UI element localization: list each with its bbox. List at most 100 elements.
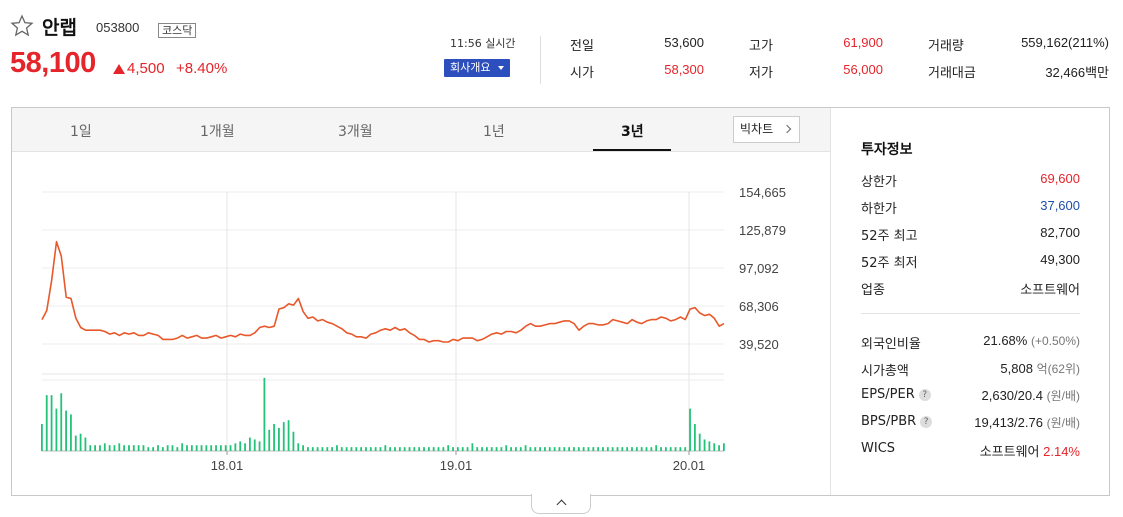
volume-bar xyxy=(476,447,479,451)
volume-bar xyxy=(239,441,242,451)
volume-bar xyxy=(471,443,474,451)
volume-bar xyxy=(118,443,121,451)
help-icon[interactable]: ? xyxy=(918,389,931,401)
y-tick-label: 39,520 xyxy=(739,337,779,352)
week52-high-row: 52주 최고 82,700 xyxy=(861,225,1080,244)
invest-info-panel: 투자정보 상한가 69,600 하한가 37,600 52주 최고 82,700… xyxy=(830,108,1109,495)
volume-bar xyxy=(529,447,532,451)
wics-sector[interactable]: 소프트웨어 xyxy=(979,444,1040,459)
bps-pbr-label: BPS/PBR? xyxy=(861,414,933,429)
big-chart-label: 빅차트 xyxy=(740,122,774,136)
volume-bar xyxy=(244,443,246,451)
industry-value[interactable]: 소프트웨어 xyxy=(1020,282,1080,297)
volume-bar xyxy=(635,447,638,451)
company-overview-button[interactable]: 회사개요 xyxy=(444,59,510,77)
volume-bar xyxy=(466,447,469,451)
volume-bar xyxy=(224,445,227,451)
x-tick-label: 19.01 xyxy=(440,458,473,473)
header-divider xyxy=(540,36,541,84)
open-value: 58,300 xyxy=(664,62,704,77)
volume-bar xyxy=(181,443,184,451)
collapse-button[interactable] xyxy=(531,494,591,514)
foreign-ratio-change: (+0.50%) xyxy=(1030,334,1080,348)
bps-pbr-label-text: BPS/PBR xyxy=(861,414,917,429)
volume-bar xyxy=(248,437,251,451)
tab-1y[interactable]: 1년 xyxy=(483,124,505,140)
price-chart[interactable]: 154,665 125,879 97,092 68,306 39,520 18.01 19.… xyxy=(12,152,830,495)
market-cap-label: 시가총액 xyxy=(861,364,909,379)
amount-value: 32,466백만 xyxy=(1045,65,1109,80)
volume-bar xyxy=(437,447,440,451)
volume-bar xyxy=(548,447,551,451)
volume-bar xyxy=(210,445,213,451)
big-chart-button[interactable]: 빅차트 xyxy=(733,116,800,143)
bps-pbr-unit: (원/배) xyxy=(1046,416,1080,430)
volume-bar xyxy=(147,447,150,451)
volume-bar xyxy=(524,445,527,451)
volume-bar xyxy=(278,427,280,451)
high-label: 고가 xyxy=(749,39,773,54)
volume-bar xyxy=(74,435,77,451)
volume-bar xyxy=(650,447,653,451)
wics-label: WICS xyxy=(861,441,896,456)
volume-bar xyxy=(602,447,604,451)
volume-bar xyxy=(103,443,106,451)
volume-bar xyxy=(505,445,508,451)
current-price: 58,100 xyxy=(10,47,96,79)
volume-bar xyxy=(684,447,687,451)
volume-bar xyxy=(166,445,169,451)
volume-bar xyxy=(718,445,720,451)
volume-bar xyxy=(374,447,377,451)
volume-bar xyxy=(577,447,580,451)
volume-bar xyxy=(60,393,63,451)
y-tick-label: 68,306 xyxy=(739,299,779,314)
bps-pbr-number: 19,413/2.76 xyxy=(974,415,1043,430)
volume-bar xyxy=(360,447,363,451)
volume-value: 559,162(211%) xyxy=(1021,35,1109,50)
volume-bar xyxy=(413,447,416,451)
low-label: 저가 xyxy=(749,66,773,81)
up-arrow-icon xyxy=(113,64,125,74)
volume-bar xyxy=(282,422,285,451)
active-tab-underline xyxy=(593,149,671,151)
volume-bar xyxy=(302,445,304,451)
tab-1d[interactable]: 1일 xyxy=(70,124,92,140)
eps-per-label-text: EPS/PER xyxy=(861,387,915,402)
volume-bar xyxy=(442,447,445,451)
tab-3y[interactable]: 3년 xyxy=(621,124,644,140)
volume-bar xyxy=(157,445,159,451)
wics-row: WICS 소프트웨어 2.14% xyxy=(861,441,1080,459)
volume-bar xyxy=(331,447,334,451)
volume-bar xyxy=(621,447,624,451)
x-tick-label: 18.01 xyxy=(211,458,244,473)
tab-1m[interactable]: 1개월 xyxy=(200,124,235,140)
stock-header: 안랩 053800 코스닥 58,100 4,500 +8.40% 11:56 … xyxy=(0,0,1123,100)
volume-bar xyxy=(70,414,72,451)
volume-bar xyxy=(423,447,425,451)
favorite-star-icon[interactable] xyxy=(10,14,34,38)
volume-bar xyxy=(544,447,546,451)
volume-bar xyxy=(693,424,696,451)
help-icon[interactable]: ? xyxy=(920,416,933,428)
volume-bar xyxy=(592,447,595,451)
invest-info-title: 투자정보 xyxy=(861,142,913,158)
eps-per-row: EPS/PER? 2,630/20.4 (원/배) xyxy=(861,387,1080,405)
volume-bar xyxy=(664,447,667,451)
company-overview-label: 회사개요 xyxy=(450,61,491,74)
upper-limit-label: 상한가 xyxy=(861,175,897,190)
volume-bar xyxy=(640,447,643,451)
volume-bar xyxy=(553,447,556,451)
foreign-ratio-number: 21.68% xyxy=(983,333,1028,348)
lower-limit-row: 하한가 37,600 xyxy=(861,198,1080,217)
volume-bar xyxy=(447,445,450,451)
volume-bar xyxy=(481,447,483,451)
volume-bar xyxy=(703,439,706,451)
chart-panel: 1일 1개월 3개월 1년 3년 빅차트 154,665 125,879 97,09… xyxy=(11,107,1110,496)
volume-bar xyxy=(297,443,300,451)
volume-bar xyxy=(452,447,454,451)
volume-bar xyxy=(50,395,53,451)
tab-3m[interactable]: 3개월 xyxy=(338,124,373,140)
volume-bar xyxy=(215,445,217,451)
volume-bar xyxy=(316,447,319,451)
volume-bar xyxy=(287,420,290,451)
